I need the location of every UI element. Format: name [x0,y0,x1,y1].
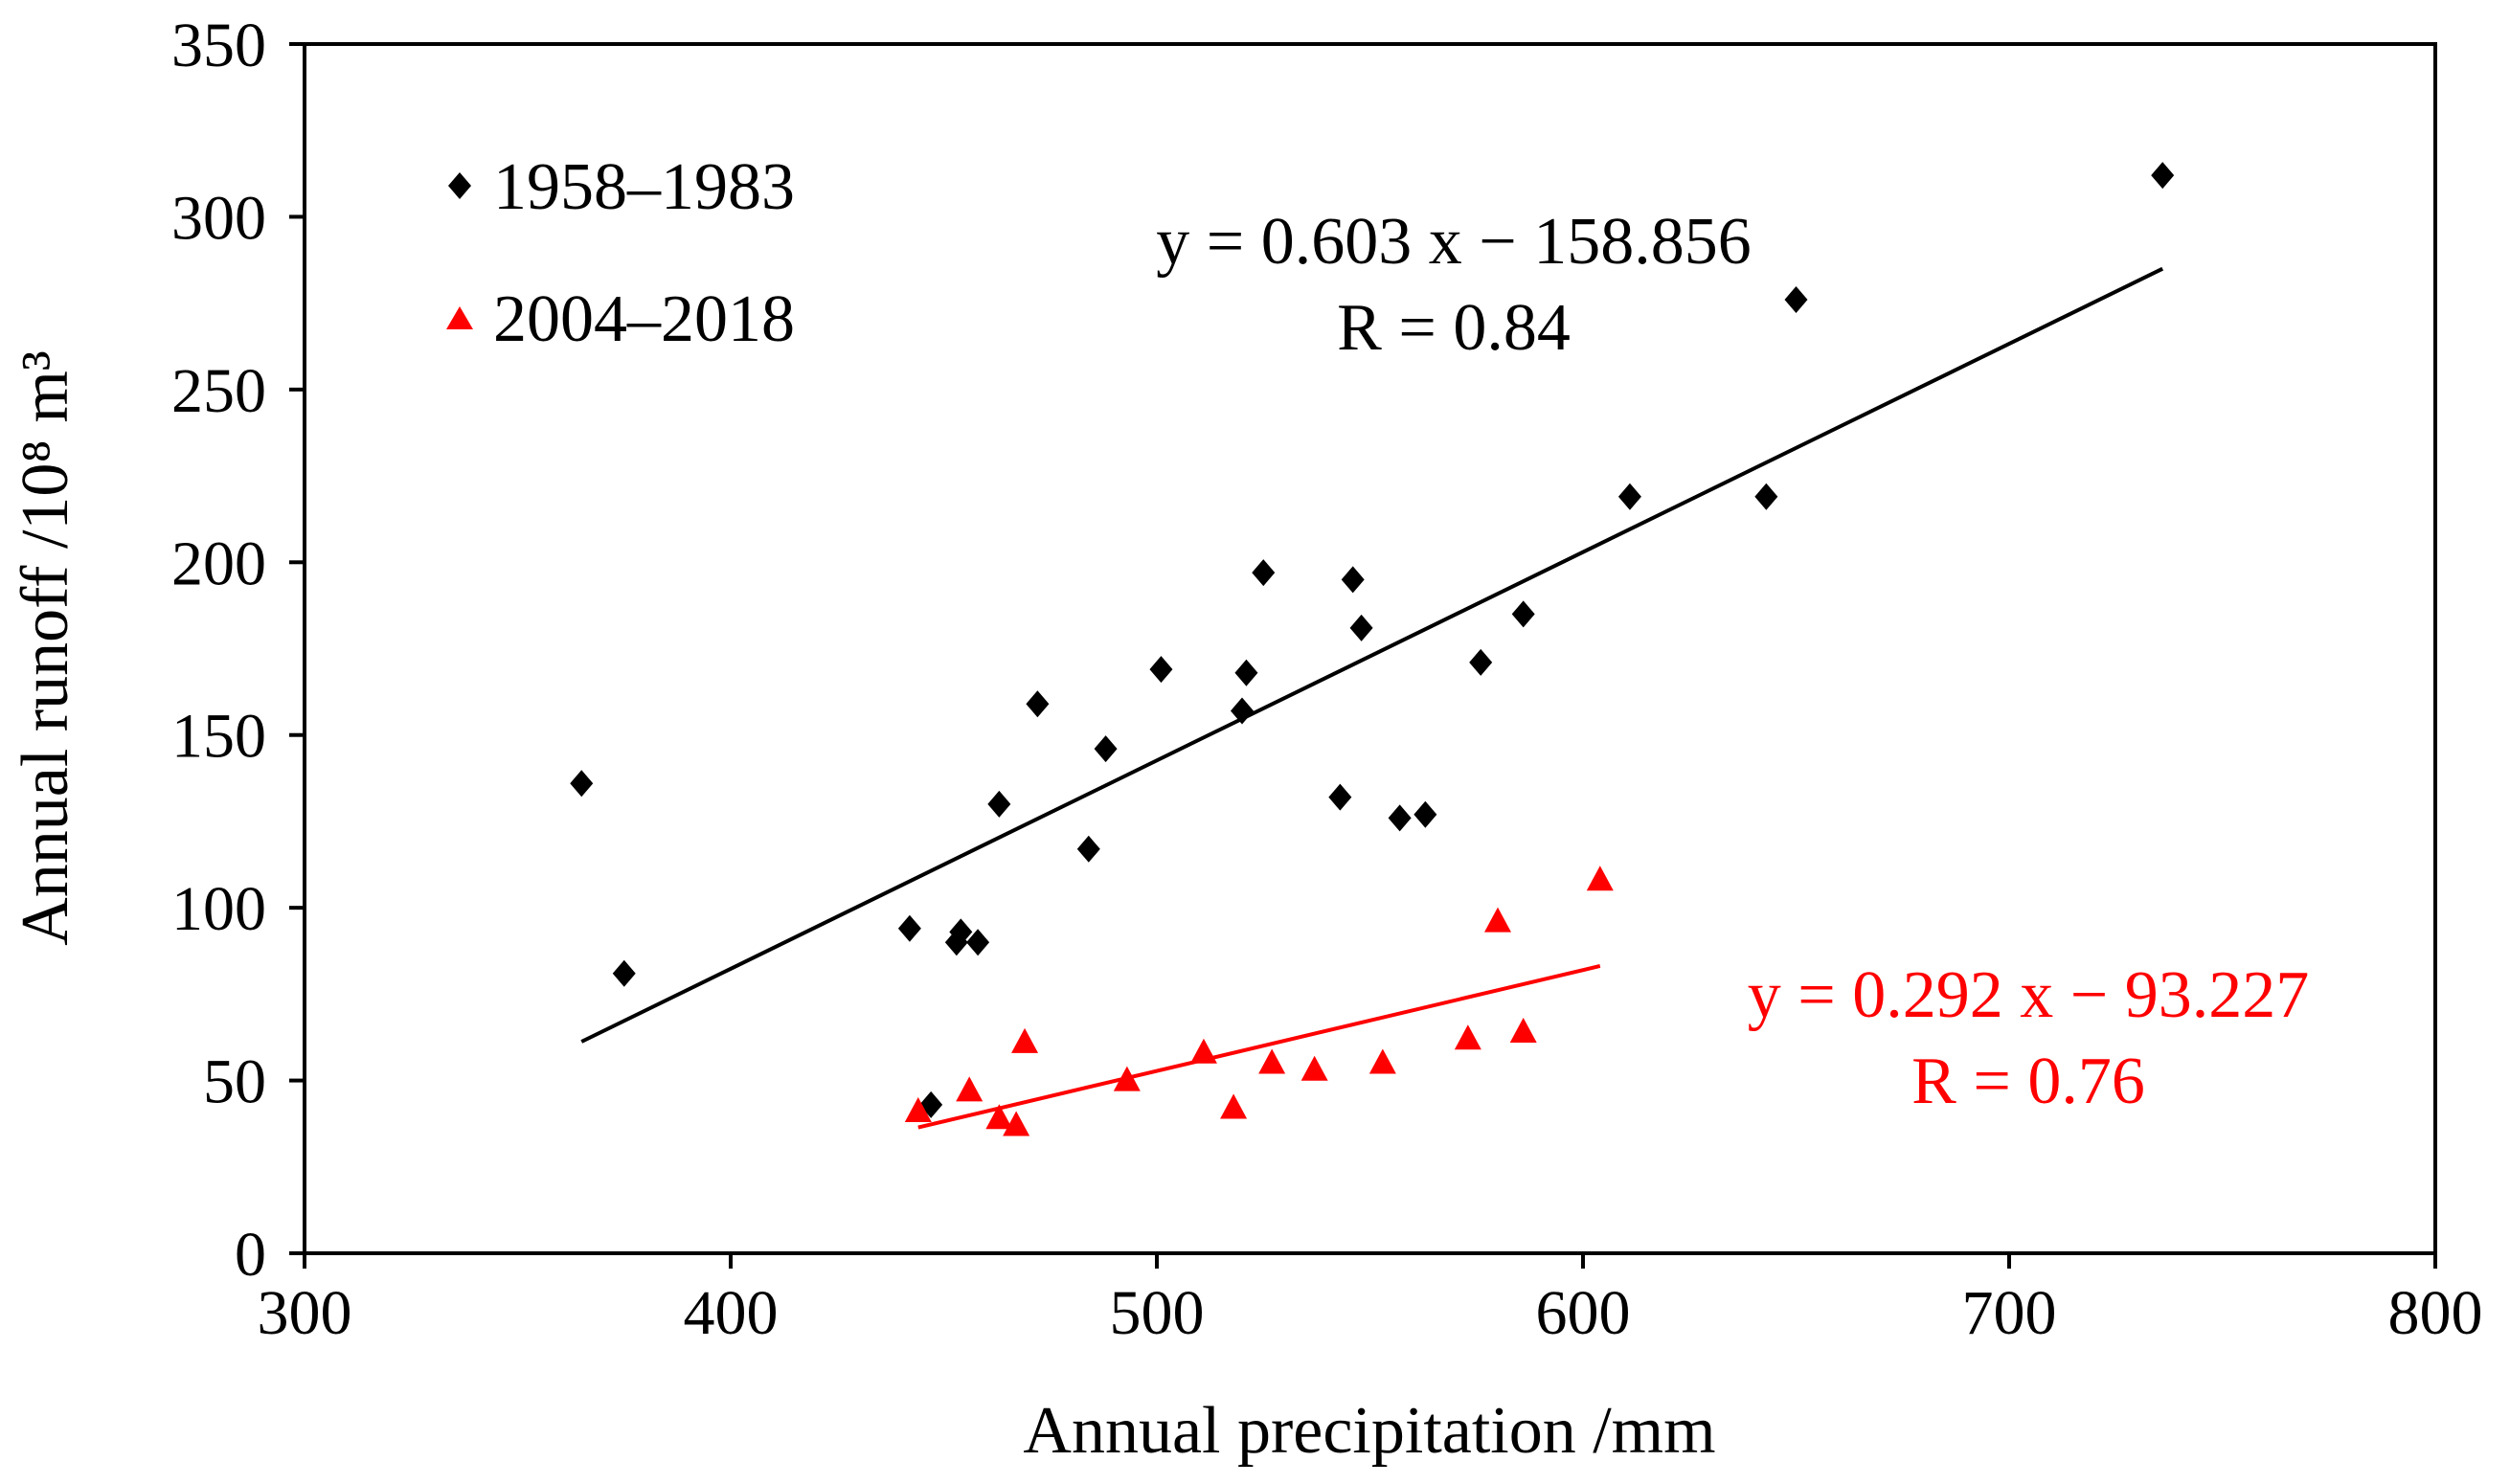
y-tick-label-200: 200 [171,528,266,598]
y-tick-label-250: 250 [171,356,266,426]
x-tick-label-400: 400 [684,1278,779,1348]
point-s0-17 [1349,614,1373,641]
point-s0-7 [987,790,1011,818]
x-tick-label-500: 500 [1110,1278,1205,1348]
y-tick-label-300: 300 [171,183,266,253]
point-s1-5 [1113,1066,1141,1091]
point-s1-3 [1003,1111,1030,1136]
legend-label-1958-1983: 1958–1983 [493,150,795,224]
fit-annotation-1958-1983: y = 0.603 x − 158.856 R = 0.84 [1156,205,1751,365]
y-tick-label-50: 50 [203,1047,266,1117]
x-tick-label-800: 800 [2388,1278,2483,1348]
point-s0-24 [1784,286,1808,314]
point-s0-18 [1388,804,1412,832]
axis-ticks: 300 400 500 600 700 800 0 50 100 150 200 250 300 350 [171,11,2483,1348]
point-s1-11 [1454,1024,1481,1050]
legend: 1958–1983 2004–2018 [446,150,795,356]
point-s1-14 [1586,866,1614,891]
legend-marker-1958-1983 [448,172,471,199]
point-s0-22 [1617,483,1641,510]
y-tick-label-150: 150 [171,702,266,772]
point-s0-23 [1754,483,1778,510]
point-s0-21 [1511,600,1535,628]
point-s1-0 [904,1097,932,1123]
fit-lines [580,266,2164,1130]
data-points [570,162,2175,1136]
point-s1-10 [1368,1048,1396,1074]
point-s0-20 [1469,648,1493,676]
y-axis-title: Annual runoff /10⁸ m³ [9,350,82,946]
fit-r-1958-1983: R = 0.84 [1337,291,1571,365]
fit-equation-2004-2018: y = 0.292 x − 93.227 [1748,958,2309,1032]
plot-frame [303,42,2437,1255]
point-s1-9 [1300,1055,1328,1081]
point-s0-2 [897,914,921,942]
point-s0-9 [1076,835,1100,863]
fit-line-1 [917,964,1601,1130]
point-s1-2 [985,1104,1013,1130]
point-s0-19 [1413,800,1437,828]
point-s1-4 [1011,1027,1039,1053]
point-s1-13 [1509,1018,1537,1044]
point-s0-11 [1149,656,1173,684]
legend-marker-2004-2018 [446,306,473,329]
fit-equation-1958-1983: y = 0.603 x − 158.856 [1156,205,1751,279]
point-s0-5 [949,918,973,946]
point-s0-0 [570,770,594,798]
fit-r-2004-2018: R = 0.76 [1911,1045,2145,1118]
point-s1-7 [1220,1093,1248,1119]
x-tick-label-700: 700 [1962,1278,2057,1348]
point-s0-14 [1252,559,1276,587]
point-s0-13 [1234,659,1258,686]
point-s0-25 [2151,162,2175,190]
x-tick-label-300: 300 [258,1278,352,1348]
y-tick-label-0: 0 [235,1220,266,1290]
point-s1-1 [956,1076,984,1102]
point-s0-8 [1026,690,1050,718]
point-s1-12 [1484,907,1511,933]
point-s0-1 [612,959,636,987]
point-s1-8 [1258,1048,1286,1074]
legend-label-2004-2018: 2004–2018 [493,282,795,356]
x-tick-label-600: 600 [1536,1278,1631,1348]
point-s0-15 [1328,783,1352,811]
x-axis-title: Annual precipitation /mm [1023,1394,1715,1468]
y-tick-label-100: 100 [171,874,266,944]
fit-line-0 [580,266,2164,1044]
point-s0-16 [1341,566,1365,594]
point-s0-6 [966,929,990,956]
point-s0-12 [1231,697,1254,725]
y-tick-label-350: 350 [171,11,266,80]
fit-annotation-2004-2018: y = 0.292 x − 93.227 R = 0.76 [1748,958,2309,1118]
point-s1-6 [1189,1038,1217,1064]
point-s0-10 [1094,735,1118,763]
